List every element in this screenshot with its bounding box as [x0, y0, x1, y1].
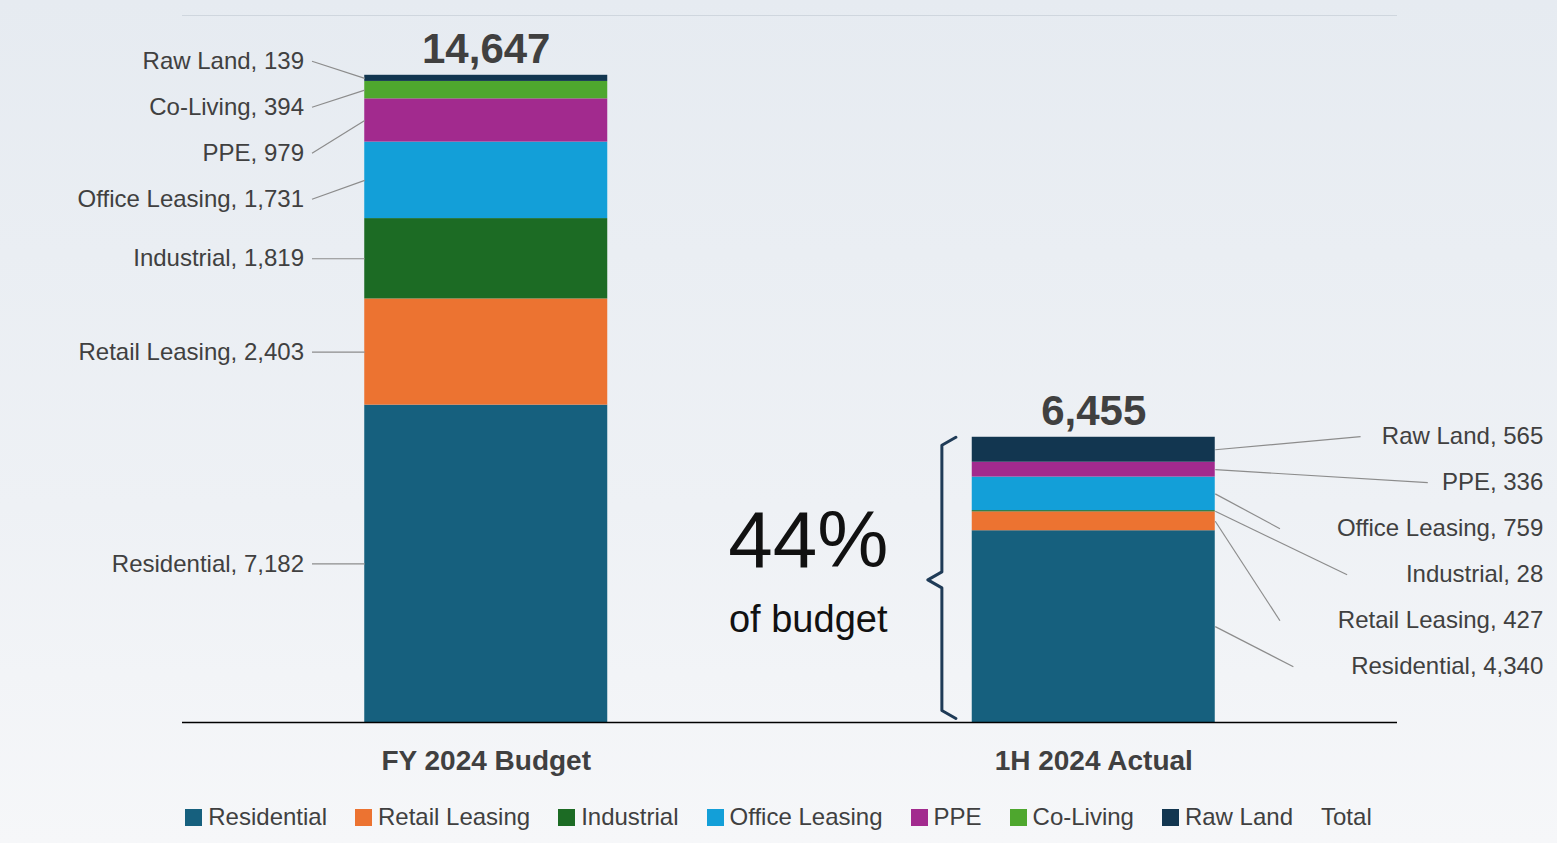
svg-text:Residential, 4,340: Residential, 4,340	[1351, 652, 1543, 679]
html-text:Retail Leasing: Retail Leasing	[378, 803, 531, 830]
svg-text:14,647: 14,647	[422, 25, 550, 72]
svg-text:Office Leasing, 759: Office Leasing, 759	[1337, 514, 1543, 541]
html-text:Raw Land: Raw Land	[1184, 803, 1293, 830]
html-text:Total: Total	[1321, 803, 1372, 830]
svg-text:FY 2024 Budget: FY 2024 Budget	[381, 745, 591, 776]
svg-text:6,455: 6,455	[1041, 387, 1146, 434]
svg-text:Raw Land, 565: Raw Land, 565	[1382, 422, 1543, 449]
svg-text:of budget: of budget	[729, 598, 888, 640]
svg-text:Industrial, 28: Industrial, 28	[1406, 560, 1543, 587]
svg-text:Retail Leasing, 2,403: Retail Leasing, 2,403	[79, 338, 305, 365]
svg-text:Retail Leasing, 427: Retail Leasing, 427	[1338, 606, 1543, 633]
svg-text:Residential, 7,182: Residential, 7,182	[112, 550, 304, 577]
html-text:PPE: PPE	[933, 803, 982, 830]
html-text:Office Leasing: Office Leasing	[729, 803, 883, 830]
svg-text:44%: 44%	[728, 495, 888, 584]
svg-text:1H 2024 Actual: 1H 2024 Actual	[995, 745, 1193, 776]
svg-text:Industrial, 1,819: Industrial, 1,819	[133, 244, 304, 271]
svg-text:Co-Living, 394: Co-Living, 394	[149, 93, 304, 120]
html-text:Industrial: Industrial	[581, 803, 679, 830]
svg-text:PPE, 336: PPE, 336	[1442, 468, 1543, 495]
svg-text:Office Leasing, 1,731: Office Leasing, 1,731	[78, 185, 304, 212]
svg-text:PPE, 979: PPE, 979	[203, 139, 304, 166]
svg-text:Raw Land, 139: Raw Land, 139	[143, 47, 304, 74]
html-text:Residential: Residential	[208, 803, 327, 830]
html-text:Co-Living: Co-Living	[1032, 803, 1134, 830]
